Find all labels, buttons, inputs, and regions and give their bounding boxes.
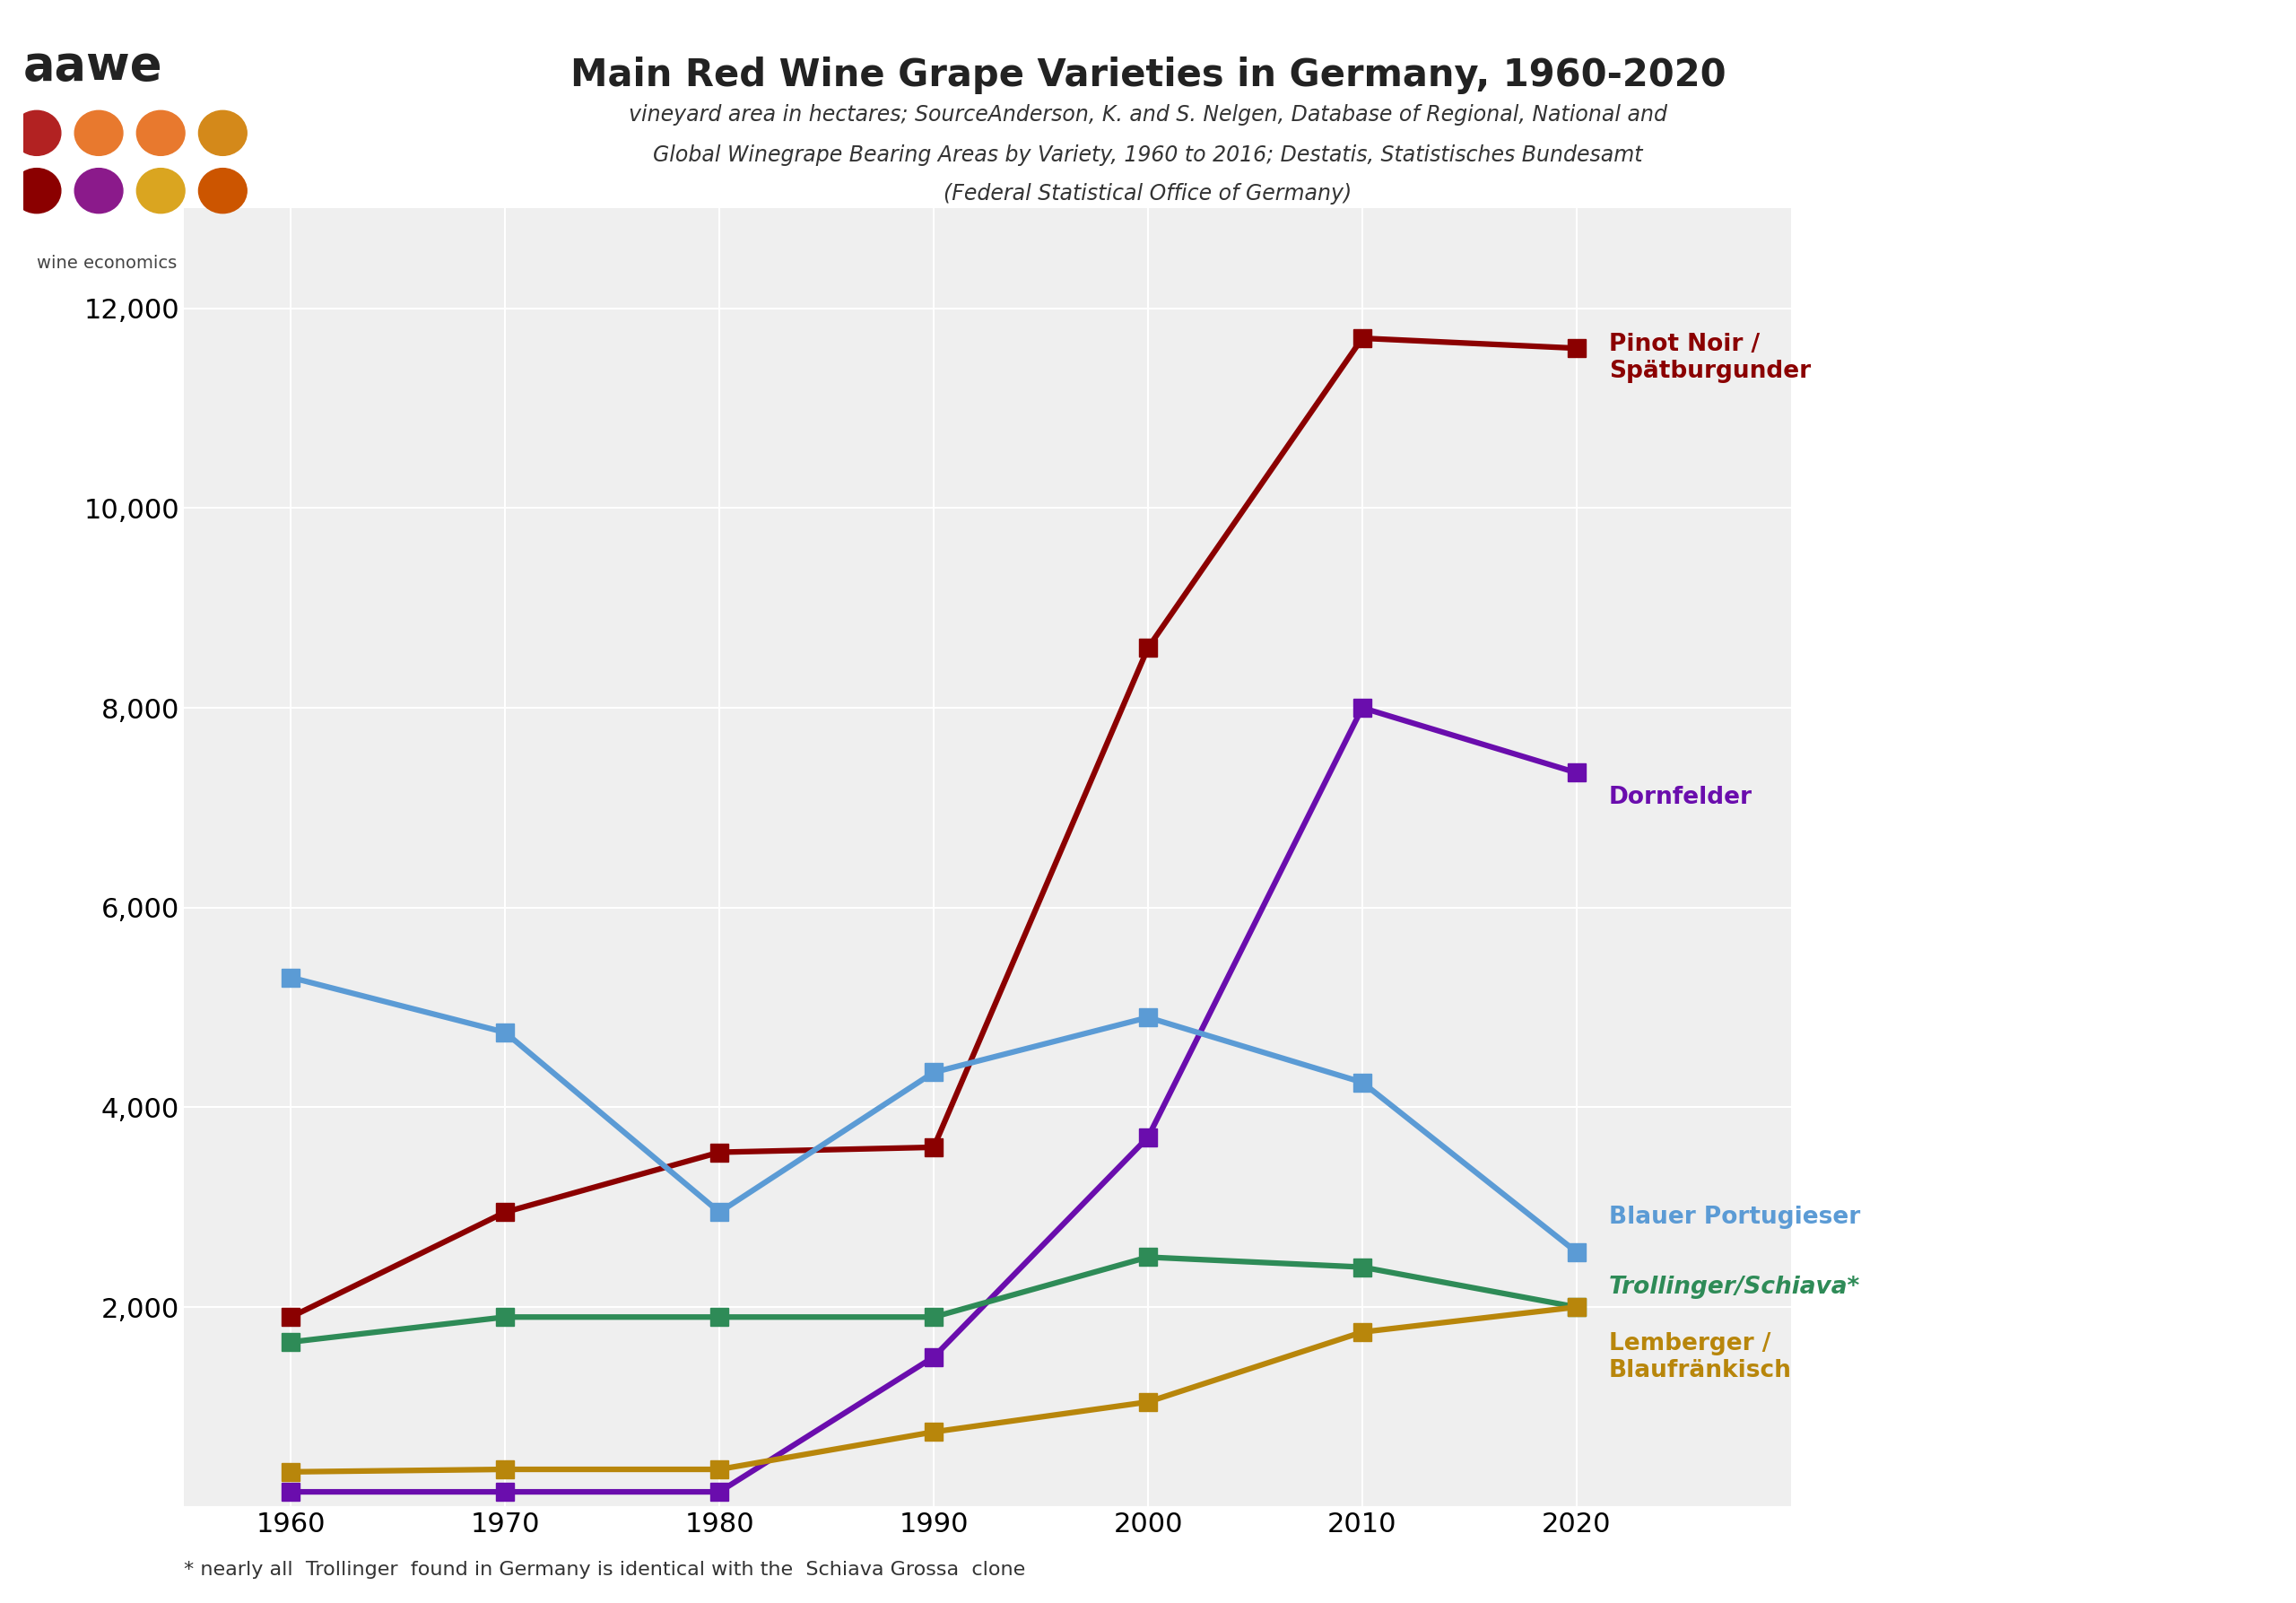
- Text: Pinot Noir /
Spätburgunder: Pinot Noir / Spätburgunder: [1609, 333, 1812, 383]
- Circle shape: [200, 168, 248, 213]
- Text: (Federal Statistical Office of Germany): (Federal Statistical Office of Germany): [944, 183, 1352, 204]
- Circle shape: [14, 111, 62, 155]
- Text: Blauer Portugieser: Blauer Portugieser: [1609, 1205, 1860, 1230]
- Circle shape: [76, 168, 124, 213]
- Circle shape: [200, 111, 248, 155]
- Circle shape: [138, 111, 184, 155]
- Text: Global Winegrape Bearing Areas by Variety, 1960 to 2016; Destatis, Statistisches: Global Winegrape Bearing Areas by Variet…: [652, 144, 1644, 165]
- Circle shape: [14, 168, 62, 213]
- Text: Lemberger /
Blaufränkisch: Lemberger / Blaufränkisch: [1609, 1332, 1791, 1382]
- Text: Dornfelder: Dornfelder: [1609, 785, 1752, 810]
- Circle shape: [138, 168, 184, 213]
- Circle shape: [76, 111, 124, 155]
- Text: vineyard area in hectares; SourceAnderson, K. and S. Nelgen, Database of Regiona: vineyard area in hectares; SourceAnderso…: [629, 104, 1667, 125]
- Text: aawe: aawe: [23, 43, 163, 90]
- Text: wine economics: wine economics: [37, 255, 177, 273]
- Text: Trollinger/Schiava*: Trollinger/Schiava*: [1609, 1276, 1860, 1298]
- Text: Main Red Wine Grape Varieties in Germany, 1960-2020: Main Red Wine Grape Varieties in Germany…: [569, 56, 1727, 95]
- Text: * nearly all  Trollinger  found in Germany is identical with the  Schiava Grossa: * nearly all Trollinger found in Germany…: [184, 1561, 1026, 1579]
